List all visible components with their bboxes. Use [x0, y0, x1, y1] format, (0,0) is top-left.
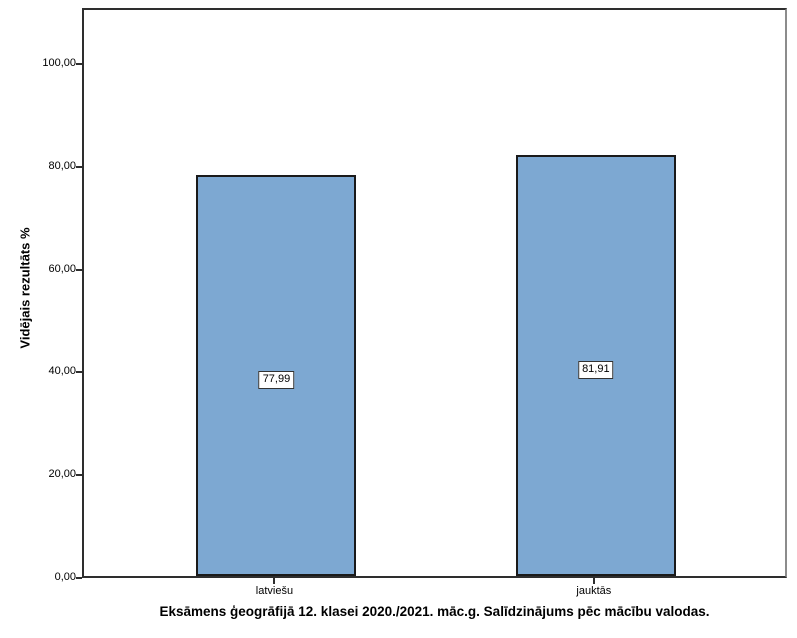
y-tick-mark	[76, 268, 82, 271]
plot-area: 77,99 81,91	[82, 8, 787, 578]
x-category-label: latviešu	[255, 585, 294, 597]
x-tick-mark	[273, 578, 276, 584]
y-axis-title: Vidējais rezultāts %	[17, 227, 33, 349]
chart-caption: Eksāmens ģeogrāfijā 12. klasei 2020./202…	[159, 604, 710, 619]
y-tick-mark	[76, 474, 82, 477]
y-tick-label: 0,00	[54, 571, 76, 583]
y-tick-label: 80,00	[48, 159, 76, 172]
x-category-label: jauktās	[576, 585, 612, 597]
y-tick-label: 60,00	[48, 262, 76, 275]
bar-value-label: 77,99	[258, 370, 295, 389]
y-tick-mark	[76, 63, 82, 66]
x-tick-mark	[592, 578, 595, 584]
y-tick-label: 40,00	[48, 365, 76, 378]
bar-value-label: 81,91	[578, 360, 614, 379]
y-tick-mark	[76, 165, 82, 168]
y-tick-label: 20,00	[48, 468, 76, 481]
y-tick-label: 100,00	[42, 57, 76, 70]
y-tick-mark	[76, 371, 82, 374]
y-tick-mark	[76, 577, 82, 579]
